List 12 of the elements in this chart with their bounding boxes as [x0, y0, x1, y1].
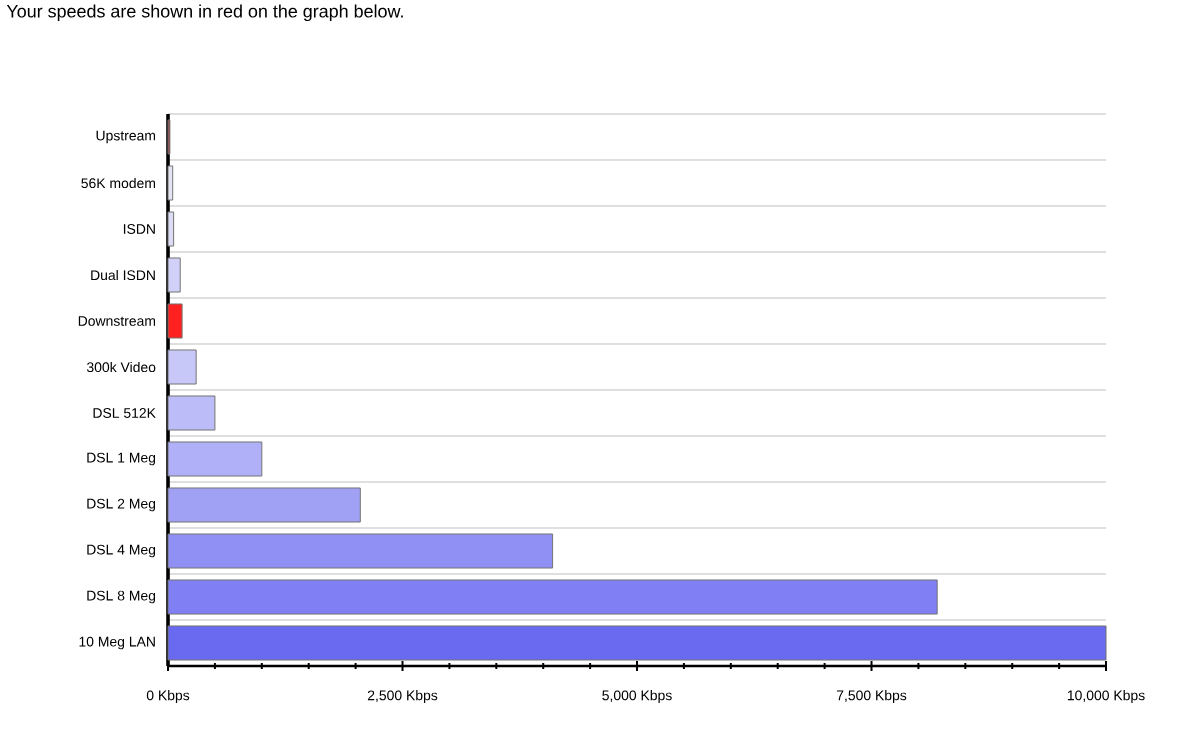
bar: [167, 395, 216, 431]
bar: [167, 303, 183, 339]
bar: [167, 211, 175, 247]
bar: [167, 165, 174, 201]
bar: [167, 579, 938, 615]
bar: [167, 533, 554, 569]
bar: [167, 487, 361, 523]
bar: [167, 349, 197, 385]
bar: [167, 257, 181, 293]
bar: [167, 441, 263, 477]
chart-title: Your speeds are shown in red on the graph below.: [6, 4, 403, 22]
bar: [167, 625, 1107, 661]
